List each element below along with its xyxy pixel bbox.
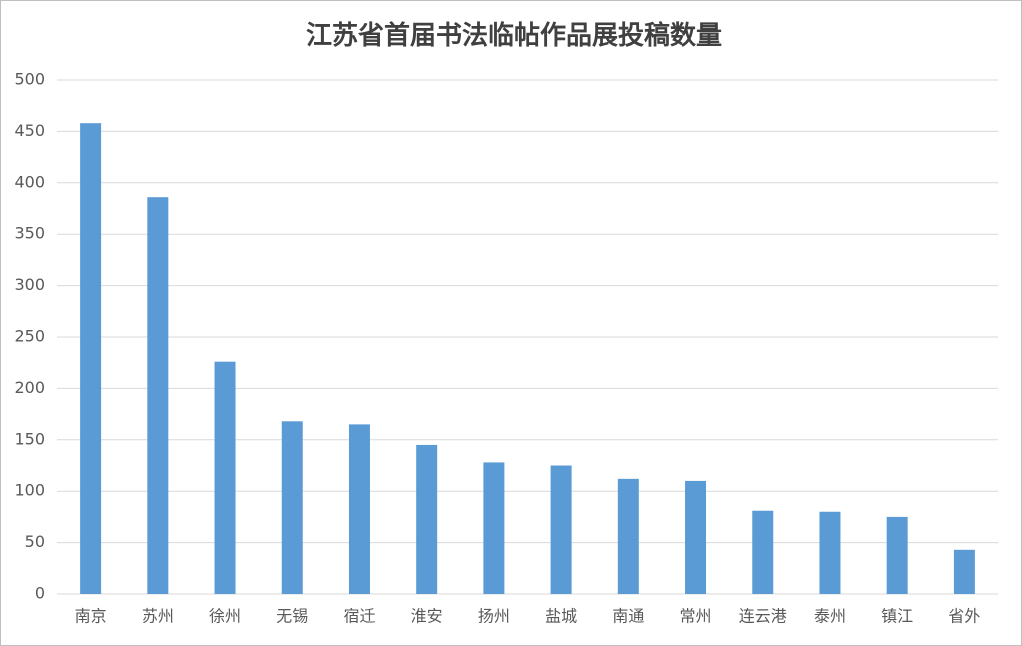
bar	[281, 421, 303, 594]
x-tick-label: 宿迁	[343, 607, 375, 626]
bar	[617, 478, 639, 594]
x-tick-label: 扬州	[478, 607, 510, 626]
y-tick-label: 150	[14, 429, 45, 448]
y-tick-label: 450	[14, 121, 45, 140]
x-tick-label: 泰州	[814, 607, 846, 626]
x-tick-label: 省外	[948, 607, 980, 626]
x-tick-label: 苏州	[142, 607, 174, 626]
y-tick-label: 300	[14, 275, 45, 294]
bar	[416, 444, 438, 594]
x-tick-label: 无锡	[276, 607, 308, 626]
bar	[685, 480, 707, 594]
chart-title: 江苏省首届书法临帖作品展投稿数量	[306, 20, 722, 51]
bar	[348, 424, 370, 594]
y-tick-label: 0	[35, 584, 45, 603]
y-tick-label: 50	[25, 532, 45, 551]
x-tick-label: 常州	[680, 607, 712, 626]
bar	[550, 465, 572, 594]
x-tick-label: 南京	[75, 607, 107, 626]
bar	[886, 516, 908, 594]
x-tick-label: 连云港	[739, 607, 787, 626]
bar	[953, 549, 975, 594]
y-tick-label: 100	[14, 481, 45, 500]
bar	[819, 511, 841, 594]
y-tick-label: 500	[14, 70, 45, 89]
x-tick-label: 南通	[612, 607, 644, 626]
bar	[483, 462, 505, 594]
bar	[80, 123, 102, 595]
x-tick-label: 淮安	[411, 607, 443, 626]
y-tick-label: 350	[14, 224, 45, 243]
bar	[214, 361, 236, 594]
x-tick-label: 盐城	[545, 607, 577, 626]
bar	[147, 197, 169, 594]
bar	[752, 510, 774, 594]
y-tick-label: 400	[14, 172, 45, 191]
x-tick-label: 镇江	[881, 607, 913, 626]
x-tick-label: 徐州	[209, 607, 241, 626]
y-tick-label: 250	[14, 327, 45, 346]
y-tick-label: 200	[14, 378, 45, 397]
